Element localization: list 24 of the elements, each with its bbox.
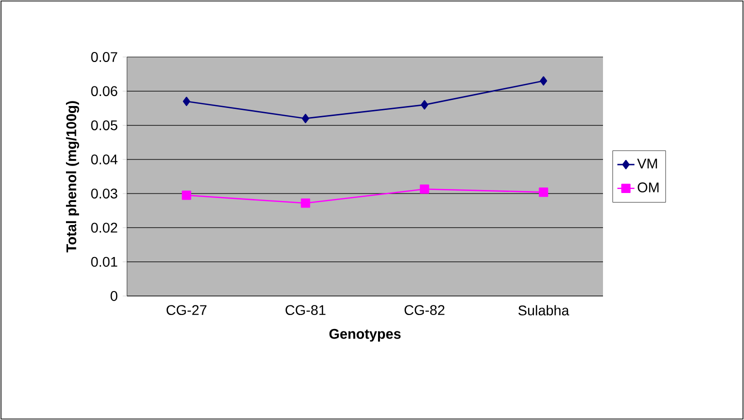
legend-label: VM xyxy=(637,158,657,168)
point xyxy=(300,198,310,208)
point xyxy=(182,96,190,106)
y-tick-label: 0.02 xyxy=(91,222,118,233)
point xyxy=(420,184,430,194)
point xyxy=(182,190,192,200)
y-tick-label: 0 xyxy=(110,291,118,301)
point xyxy=(538,188,548,197)
x-tick-label: CG-81 xyxy=(286,305,326,316)
y-tick-label: 0.01 xyxy=(91,256,118,267)
y-tick-label: 0.03 xyxy=(91,188,118,199)
y-axis-title: Total phenol (mg/100g) xyxy=(66,101,80,252)
x-tick-label: Sulabha xyxy=(518,305,570,316)
x-tick-label: CG-82 xyxy=(404,305,444,316)
y-tick-label: 0.04 xyxy=(91,154,118,164)
legend-label: OM xyxy=(638,182,658,192)
y-tick-label: 0.07 xyxy=(91,52,118,62)
y-tick-label: 0.06 xyxy=(91,86,118,96)
point xyxy=(420,100,428,110)
point xyxy=(302,114,310,124)
point xyxy=(540,76,548,86)
x-axis-title: Genotypes xyxy=(329,328,401,342)
x-tick-label: CG-27 xyxy=(166,305,206,316)
y-tick-label: 0.05 xyxy=(91,120,118,130)
